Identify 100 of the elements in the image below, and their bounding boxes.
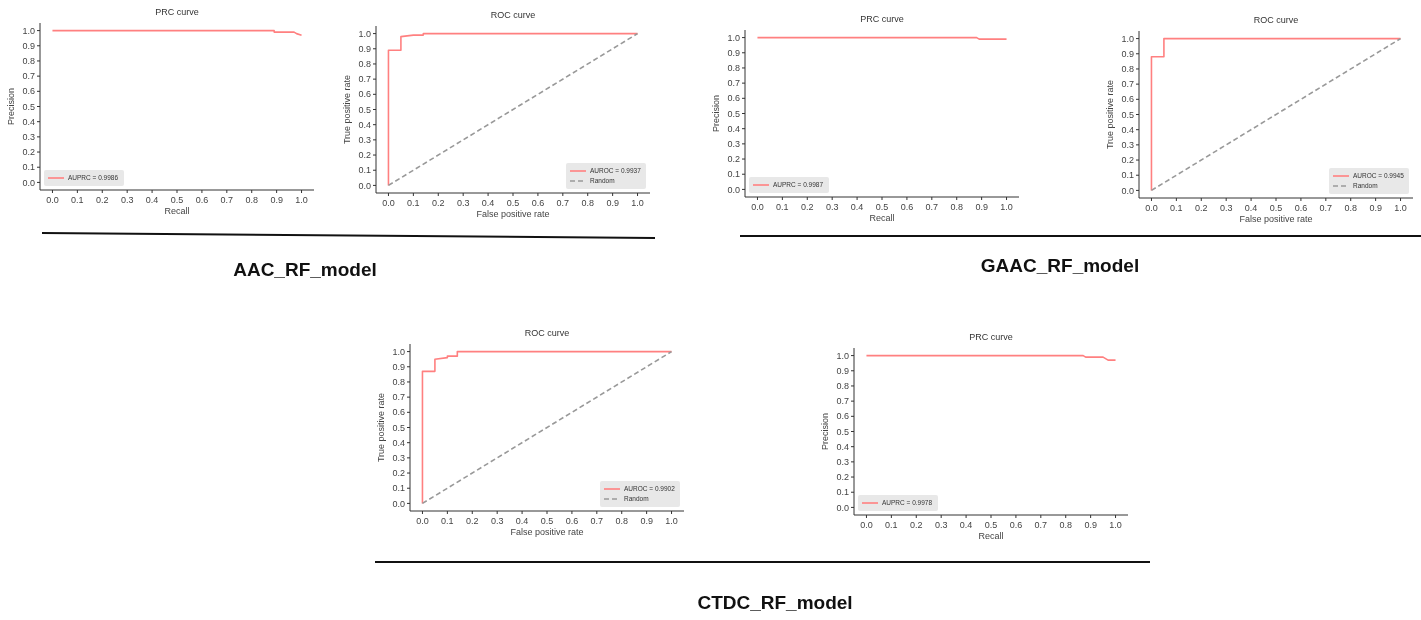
x-tick-label: 0.0 bbox=[46, 195, 59, 205]
y-tick-label: 0.4 bbox=[1121, 124, 1134, 135]
x-tick-label: 0.2 bbox=[801, 202, 814, 212]
chart-title: PRC curve bbox=[969, 332, 1013, 342]
y-tick-label: 0.6 bbox=[392, 407, 405, 418]
x-tick-label: 0.7 bbox=[925, 202, 939, 212]
x-tick-label: 0.4 bbox=[1244, 203, 1258, 213]
y-axis-title: True positive rate bbox=[342, 74, 352, 145]
x-tick-label: 1.0 bbox=[1000, 202, 1013, 212]
y-tick-label: 0.1 bbox=[392, 483, 405, 494]
x-tick-label: 0.9 bbox=[606, 198, 619, 208]
x-tick-label: 0.1 bbox=[776, 202, 789, 212]
x-tick-label: 0.0 bbox=[382, 198, 395, 208]
y-tick-label: 0.6 bbox=[22, 86, 35, 97]
x-tick-label: 1.0 bbox=[295, 195, 308, 205]
y-tick-label: 0.7 bbox=[392, 392, 405, 403]
x-tick-label: 0.4 bbox=[145, 195, 159, 205]
x-tick-label: 0.3 bbox=[934, 520, 948, 530]
y-tick-label: 1.0 bbox=[1121, 33, 1134, 44]
y-tick-label: 1.0 bbox=[358, 28, 371, 39]
x-tick-label: 0.7 bbox=[1034, 520, 1048, 530]
x-tick-label: 0.8 bbox=[581, 198, 594, 208]
x-tick-label: 0.6 bbox=[1009, 520, 1023, 530]
y-tick-label: 0.8 bbox=[392, 377, 405, 388]
text: CTDC_RF_model bbox=[697, 592, 853, 613]
x-tick-label: 0.1 bbox=[407, 198, 420, 208]
x-tick-label: 0.4 bbox=[481, 198, 495, 208]
y-tick-label: 1.0 bbox=[836, 350, 849, 361]
x-tick-label: 0.3 bbox=[1219, 203, 1233, 213]
y-tick-label: 0.9 bbox=[727, 47, 740, 58]
y-tick-label: 0.8 bbox=[727, 63, 740, 74]
x-tick-label: 0.7 bbox=[556, 198, 570, 208]
y-tick-label: 0.2 bbox=[22, 147, 35, 158]
x-tick-label: 0.4 bbox=[959, 520, 973, 530]
x-tick-label: 0.9 bbox=[640, 516, 653, 526]
x-tick-label: 0.2 bbox=[432, 198, 445, 208]
y-tick-label: 0.5 bbox=[727, 108, 740, 119]
y-axis-title: True positive rate bbox=[376, 392, 386, 463]
y-tick-label: 0.0 bbox=[22, 177, 35, 188]
x-tick-label: 0.1 bbox=[1170, 203, 1183, 213]
y-tick-label: 0.5 bbox=[22, 101, 35, 112]
x-tick-label: 0.6 bbox=[195, 195, 209, 205]
x-tick-label: 1.0 bbox=[631, 198, 644, 208]
x-tick-label: 0.0 bbox=[1145, 203, 1158, 213]
y-tick-label: 0.8 bbox=[358, 59, 371, 70]
y-tick-label: 0.2 bbox=[727, 154, 740, 165]
x-axis-title: Recall bbox=[164, 206, 190, 216]
x-tick-label: 0.5 bbox=[1269, 203, 1283, 213]
y-tick-label: 0.1 bbox=[22, 162, 35, 173]
line-series bbox=[421, 350, 673, 505]
y-tick-label: 0.4 bbox=[22, 116, 35, 127]
x-tick-label: 0.9 bbox=[1369, 203, 1382, 213]
x-tick-label: 0.5 bbox=[170, 195, 184, 205]
x-tick-label: 0.8 bbox=[950, 202, 963, 212]
x-tick-label: 0.7 bbox=[1319, 203, 1333, 213]
x-axis-title: False positive rate bbox=[476, 209, 550, 219]
x-tick-label: 0.9 bbox=[270, 195, 283, 205]
x-tick-label: 1.0 bbox=[1394, 203, 1407, 213]
y-tick-label: 0.1 bbox=[836, 487, 849, 498]
y-tick-label: 0.3 bbox=[836, 457, 849, 468]
y-tick-label: 0.7 bbox=[358, 74, 371, 85]
y-tick-label: 0.4 bbox=[358, 119, 371, 130]
x-tick-label: 0.7 bbox=[220, 195, 234, 205]
x-tick-label: 0.8 bbox=[615, 516, 628, 526]
x-tick-label: 0.5 bbox=[506, 198, 520, 208]
x-tick-label: 0.6 bbox=[565, 516, 579, 526]
y-tick-label: 0.3 bbox=[22, 132, 35, 143]
x-tick-label: 0.0 bbox=[860, 520, 873, 530]
x-tick-label: 1.0 bbox=[665, 516, 678, 526]
y-tick-label: 0.3 bbox=[358, 135, 371, 146]
y-tick-label: 0.1 bbox=[727, 169, 740, 180]
chart-title: ROC curve bbox=[1253, 15, 1299, 25]
x-tick-label: 0.2 bbox=[910, 520, 923, 530]
line-series bbox=[387, 32, 639, 187]
y-tick-label: 0.0 bbox=[727, 184, 740, 195]
y-tick-label: 0.9 bbox=[1121, 48, 1134, 59]
y-tick-label: 0.0 bbox=[358, 180, 371, 191]
x-tick-label: 0.2 bbox=[1195, 203, 1208, 213]
x-axis-title: Recall bbox=[869, 213, 895, 223]
y-tick-label: 0.0 bbox=[392, 498, 405, 509]
y-tick-label: 0.4 bbox=[836, 441, 849, 452]
y-tick-label: 0.6 bbox=[836, 411, 849, 422]
chart-title: ROC curve bbox=[490, 10, 536, 20]
y-tick-label: 0.4 bbox=[392, 437, 405, 448]
y-tick-label: 0.9 bbox=[22, 40, 35, 51]
x-axis-title: False positive rate bbox=[510, 527, 584, 537]
y-tick-label: 0.3 bbox=[392, 453, 405, 464]
y-tick-label: 0.2 bbox=[1121, 155, 1134, 166]
x-tick-label: 0.5 bbox=[540, 516, 554, 526]
y-tick-label: 0.7 bbox=[836, 396, 849, 407]
x-tick-label: 0.6 bbox=[1294, 203, 1308, 213]
y-tick-label: 0.6 bbox=[727, 93, 740, 104]
x-tick-label: 0.0 bbox=[751, 202, 764, 212]
y-tick-label: 0.1 bbox=[358, 165, 371, 176]
chart-title: ROC curve bbox=[524, 328, 570, 338]
x-tick-label: 0.8 bbox=[245, 195, 258, 205]
x-tick-label: 0.8 bbox=[1059, 520, 1072, 530]
y-tick-label: 0.5 bbox=[836, 426, 849, 437]
y-tick-label: 0.5 bbox=[392, 422, 405, 433]
y-tick-label: 0.0 bbox=[1121, 185, 1134, 196]
